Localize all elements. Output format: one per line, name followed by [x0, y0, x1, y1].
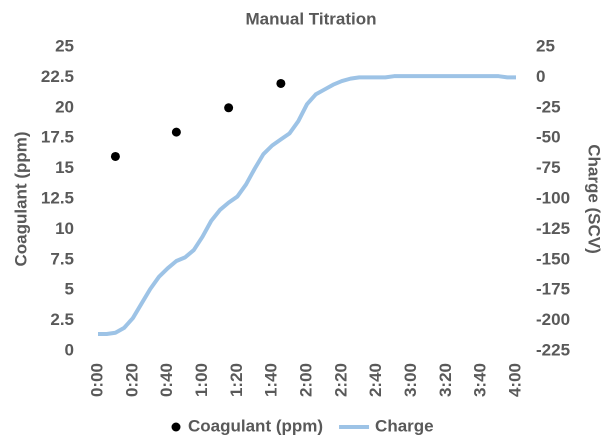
- x-tick-label: 2:20: [331, 363, 350, 397]
- y-tick-label: 22.5: [41, 67, 74, 86]
- x-tick-label: 3:20: [436, 363, 455, 397]
- x-tick-label: 0:20: [122, 363, 141, 397]
- x-tick-label: 2:40: [366, 363, 385, 397]
- legend-label: Coagulant (ppm): [188, 416, 323, 435]
- y2-tick-label: 25: [536, 36, 555, 55]
- legend-marker: [171, 422, 181, 432]
- chart-title: Manual Titration: [246, 9, 377, 28]
- y2-tick-label: -175: [536, 280, 570, 299]
- y-tick-label: 17.5: [41, 128, 74, 147]
- point: [276, 78, 286, 88]
- x-tick-label: 0:00: [87, 363, 106, 397]
- y2-tick-label: -100: [536, 188, 570, 207]
- y2-tick-label: -200: [536, 310, 570, 329]
- y2-tick-label: -75: [536, 158, 561, 177]
- x-tick-label: 0:40: [157, 363, 176, 397]
- y2-tick-label: -25: [536, 97, 561, 116]
- x-tick-label: 1:40: [262, 363, 281, 397]
- y-tick-label: 10: [55, 219, 74, 238]
- y2-tick-label: 0: [536, 67, 545, 86]
- y-tick-label: 7.5: [50, 249, 74, 268]
- charge-line: [98, 74, 516, 336]
- y-axis-title: Coagulant (ppm): [11, 131, 30, 266]
- x-tick-label: 2:00: [296, 363, 315, 397]
- legend-label: Charge: [375, 416, 434, 435]
- point: [110, 151, 120, 161]
- x-tick-label: 3:40: [471, 363, 490, 397]
- y2-tick-label: -150: [536, 249, 570, 268]
- y-tick-label: 2.5: [50, 310, 74, 329]
- y2-tick-label: -125: [536, 219, 570, 238]
- x-tick-label: 1:00: [192, 363, 211, 397]
- y2-axis-title: Charge (SCV): [585, 144, 604, 254]
- y-tick-label: 5: [65, 280, 74, 299]
- point: [224, 103, 234, 113]
- y-tick-label: 0: [65, 340, 74, 359]
- y-tick-label: 12.5: [41, 188, 74, 207]
- x-tick-label: 1:20: [227, 363, 246, 397]
- y-tick-label: 25: [55, 36, 74, 55]
- y-tick-label: 15: [55, 158, 74, 177]
- y2-tick-label: -50: [536, 128, 561, 147]
- y2-tick-label: -225: [536, 340, 570, 359]
- x-tick-label: 4:00: [505, 363, 524, 397]
- x-tick-label: 3:00: [401, 363, 420, 397]
- y-tick-label: 20: [55, 97, 74, 116]
- point: [171, 127, 181, 137]
